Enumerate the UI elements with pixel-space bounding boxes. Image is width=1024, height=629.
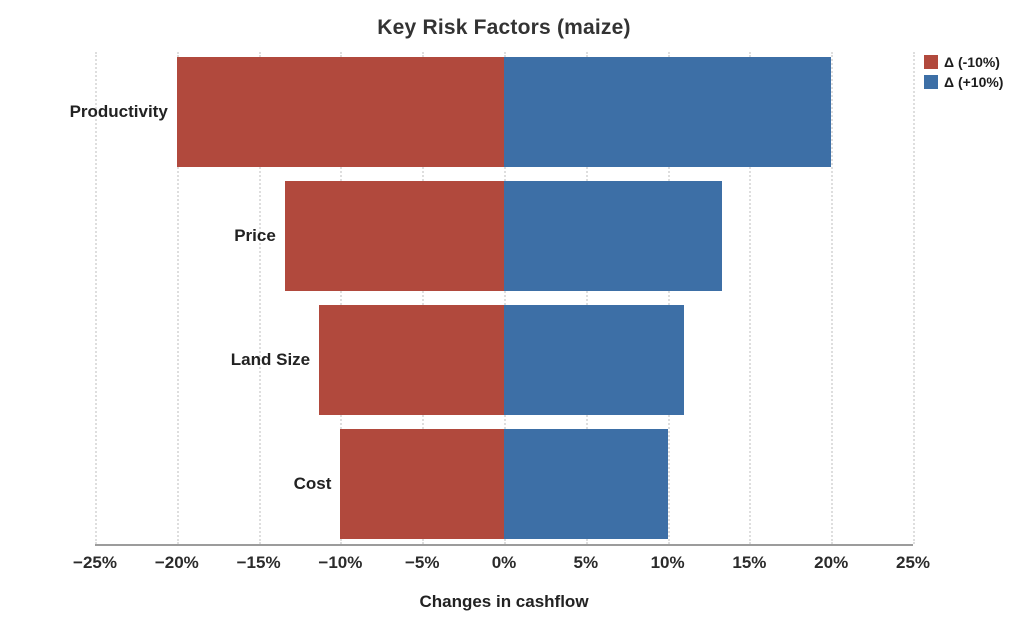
bar-negative [284,180,504,292]
bar-positive [504,428,668,540]
gridline [176,52,179,544]
gridline [667,52,670,544]
gridline [913,52,915,544]
bar-positive [504,180,722,292]
gridline [340,52,343,544]
legend-label-positive: Δ (+10%) [944,74,1004,90]
x-tick-label: −10% [318,553,363,572]
legend-item-positive: Δ (+10%) [924,74,1003,90]
bar-positive [504,304,684,416]
category-label: Land Size [230,350,311,369]
x-tick-label: −15% [236,553,281,572]
x-tick-label: 5% [573,553,599,572]
gridline [749,52,752,544]
category-label: Price [234,226,276,245]
x-tick-label: −5% [404,553,440,572]
bar-negative [176,56,504,168]
chart-title: Key Risk Factors (maize) [377,16,631,39]
x-axis-label: Changes in cashflow [419,592,589,611]
legend-label-negative: Δ (-10%) [944,54,1000,70]
x-tick-label: 10% [650,553,685,572]
category-label: Cost [293,474,332,493]
x-tick-label: 0% [491,553,517,572]
x-axis-ticks: −25% −20% −15% −10% −5% 0% 5% 10% 15% 20% 25% [73,553,930,577]
gridline [258,52,261,544]
bar-negative [340,428,504,540]
gridline [95,52,97,544]
legend: Δ (-10%) Δ (+10%) [924,54,1003,90]
bar-positive [504,56,832,168]
x-tick-label: 15% [732,553,767,572]
x-tick-label: 25% [895,553,931,572]
legend-swatch-negative-icon [924,55,938,69]
x-tick-label: −25% [73,553,117,572]
x-tick-label: 20% [814,553,849,572]
gridline [831,52,834,544]
gridline [585,52,588,544]
gridline [422,52,425,544]
plot-area: Productivity Price Land Size Cost [70,50,915,546]
x-tick-label: −20% [154,553,199,572]
legend-item-negative: Δ (-10%) [924,54,1003,70]
legend-swatch-positive-icon [924,75,938,89]
gridline [504,52,506,544]
bar-negative [319,304,504,416]
category-label: Productivity [69,102,168,121]
